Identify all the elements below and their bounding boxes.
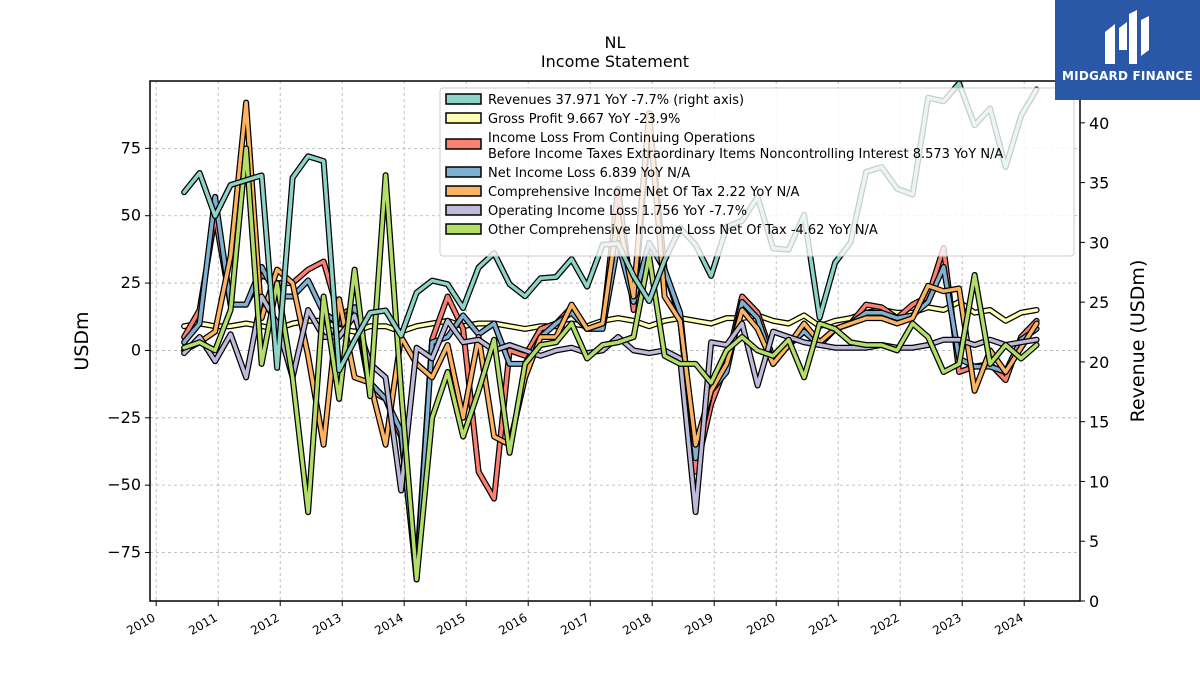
series-6 [181,145,1040,583]
legend-swatch [445,166,482,178]
legend-swatch [445,204,482,216]
right-tick-label: 25 [1089,293,1109,312]
legend-entry: Gross Profit 9.667 YoY -23.9% [488,112,680,127]
x-tick-label: 2017 [558,610,591,637]
x-tick-label: 2013 [310,610,343,637]
right-tick-label: 35 [1089,174,1109,193]
legend-swatch [445,185,482,197]
left-tick-label: 25 [121,273,141,292]
legend-entry: Comprehensive Income Net Of Tax 2.22 YoY… [488,185,800,200]
midgard-finance-logo-icon [1105,10,1149,64]
legend-swatch [445,138,482,150]
x-tick-label: 2021 [806,610,839,637]
left-axis-label: USDm [71,311,93,370]
series-line [182,146,1039,582]
x-tick-label: 2010 [124,610,157,637]
right-tick-label: 30 [1089,233,1109,252]
legend-swatch [445,93,482,105]
right-tick-label: 20 [1089,353,1109,372]
x-tick-label: 2012 [248,610,281,637]
x-axis-ticks: 2010 2011 2012 2013 2014 2015 2016 2017 2018 2019… [124,601,1026,638]
x-tick-label: 2019 [682,610,715,637]
x-tick-label: 2022 [868,610,901,637]
legend: Revenues 37.971 YoY -7.7% (right axis) Gr… [439,87,1075,257]
right-tick-label: 15 [1089,413,1109,432]
right-axis-ticks: 0 5 10 15 20 25 30 35 40 [1080,114,1109,611]
right-tick-label: 0 [1089,592,1099,611]
plot-frame [149,80,1081,602]
midgard-finance-logo: MIDGARD FINANCE [1055,0,1200,100]
right-axis-label: Revenue (USDm) [1127,260,1149,423]
x-tick-label: 2011 [186,610,219,637]
left-tick-label: 50 [121,206,141,225]
right-tick-label: 40 [1089,114,1109,133]
left-tick-label: −75 [107,543,141,562]
x-tick-label: 2024 [992,610,1025,637]
series-4 [181,99,1040,448]
x-tick-label: 2018 [620,610,653,637]
left-tick-label: 0 [131,340,141,359]
x-tick-label: 2014 [372,610,405,637]
legend-entry: Income Loss From Continuing Operations Be… [488,131,1003,162]
legend-entry: Operating Income Loss 1.756 YoY -7.7% [488,204,747,219]
right-tick-label: 5 [1089,532,1099,551]
left-tick-label: −50 [107,475,141,494]
series-line [182,100,1039,447]
legend-entry: Other Comprehensive Income Loss Net Of T… [488,223,878,238]
chart-subtitle: Income Statement [541,52,689,71]
left-tick-label: 75 [121,138,141,157]
right-tick-label: 10 [1089,472,1109,491]
logo-text: MIDGARD FINANCE [1062,69,1193,83]
left-tick-label: −25 [107,408,141,427]
series-lines [181,80,1040,583]
x-tick-label: 2016 [496,610,529,637]
legend-entry: Net Income Loss 6.839 YoY N/A [488,166,690,181]
chart-title: NL [605,33,626,52]
legend-box [439,87,1075,257]
left-axis-ticks: −75 −50 −25 0 25 50 75 [107,138,150,562]
legend-entry: Revenues 37.971 YoY -7.7% (right axis) [488,93,744,108]
x-tick-label: 2015 [434,610,467,637]
x-tick-label: 2020 [744,610,777,637]
x-tick-label: 2023 [930,610,963,637]
legend-swatch [445,223,482,235]
legend-swatch [445,112,482,124]
